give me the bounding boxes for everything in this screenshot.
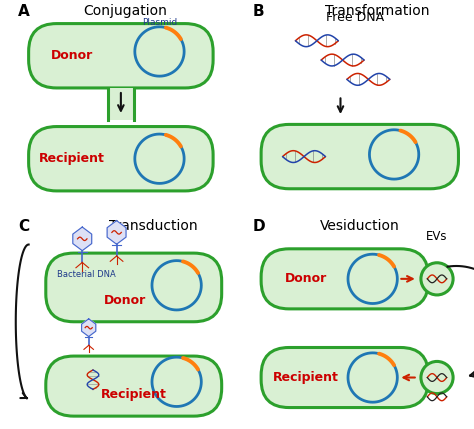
Polygon shape <box>82 319 96 336</box>
FancyBboxPatch shape <box>108 88 134 120</box>
Text: Transduction: Transduction <box>109 219 197 233</box>
Circle shape <box>421 263 453 295</box>
Text: Vesiduction: Vesiduction <box>320 219 400 233</box>
FancyBboxPatch shape <box>28 127 213 191</box>
FancyBboxPatch shape <box>46 356 222 416</box>
FancyBboxPatch shape <box>261 249 428 309</box>
Polygon shape <box>107 221 126 244</box>
Text: Recipient: Recipient <box>101 388 167 401</box>
Text: C: C <box>18 219 29 234</box>
FancyBboxPatch shape <box>28 24 213 88</box>
Text: Transformation: Transformation <box>325 4 429 18</box>
Text: B: B <box>253 4 264 19</box>
Text: D: D <box>253 219 265 234</box>
Text: Donor: Donor <box>104 294 146 307</box>
Text: Plasmid: Plasmid <box>142 18 177 27</box>
Text: Donor: Donor <box>50 49 92 62</box>
Text: Donor: Donor <box>285 272 327 285</box>
FancyBboxPatch shape <box>261 347 428 408</box>
FancyBboxPatch shape <box>261 124 458 189</box>
Text: Recipient: Recipient <box>273 371 339 384</box>
Text: A: A <box>18 4 30 19</box>
Text: Conjugation: Conjugation <box>83 4 167 18</box>
Circle shape <box>421 361 453 394</box>
FancyBboxPatch shape <box>46 253 222 322</box>
Text: EVs: EVs <box>426 230 448 242</box>
Text: Free DNA: Free DNA <box>327 11 384 24</box>
Polygon shape <box>73 227 91 251</box>
Text: Recipient: Recipient <box>38 152 104 165</box>
Text: Bacterial DNA: Bacterial DNA <box>57 270 116 279</box>
